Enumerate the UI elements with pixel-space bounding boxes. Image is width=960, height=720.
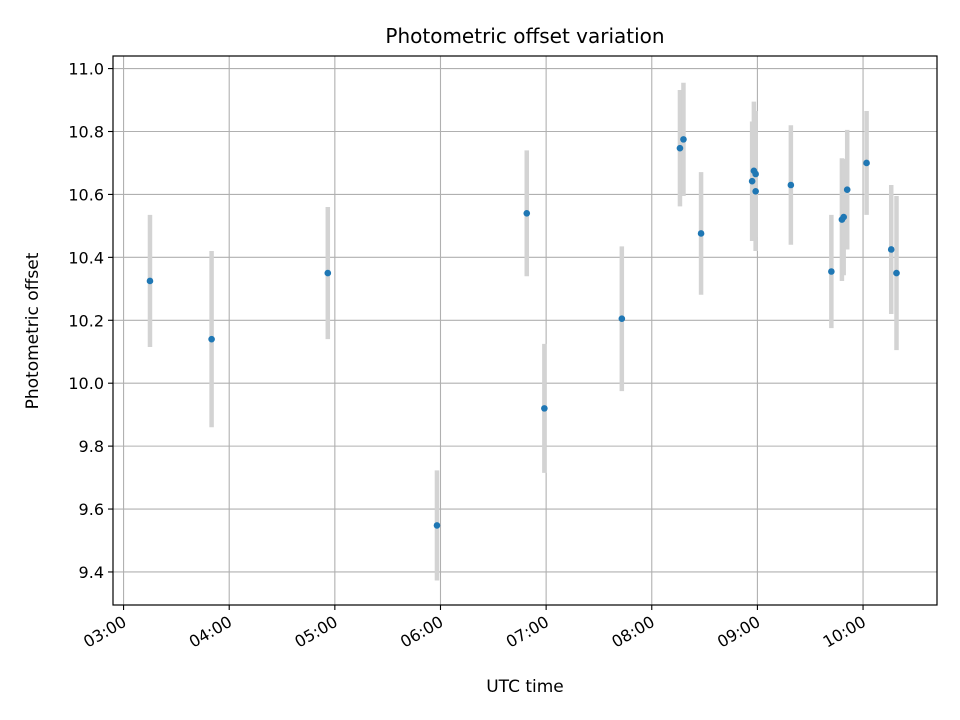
y-tick-label: 10.8 (68, 123, 104, 142)
data-point (863, 159, 870, 167)
x-axis-label: UTC time (486, 677, 564, 697)
chart-title: Photometric offset variation (385, 24, 664, 48)
data-point (541, 405, 548, 412)
data-point (676, 144, 684, 152)
y-tick-label: 10.4 (68, 248, 104, 267)
y-axis-ticks: 9.4 9.6 9.8 10.0 10.2 10.4 10.6 10.8 11.0 (68, 60, 113, 582)
data-point (787, 181, 795, 189)
data-point (324, 269, 332, 277)
data-point (843, 186, 851, 194)
y-tick-label: 9.8 (79, 437, 104, 456)
data-points (146, 136, 900, 529)
data-point (752, 170, 759, 178)
y-tick-label: 9.6 (79, 500, 104, 519)
data-point (828, 268, 835, 275)
y-tick-label: 9.4 (79, 563, 104, 582)
y-tick-label: 10.6 (68, 185, 104, 204)
data-point (697, 230, 705, 237)
data-point (433, 522, 441, 529)
data-point (752, 187, 759, 195)
y-axis-label: Photometric offset (23, 252, 43, 409)
data-point (887, 246, 895, 253)
data-point (748, 177, 756, 185)
data-point (840, 213, 847, 221)
data-point (893, 269, 900, 277)
y-tick-label: 11.0 (68, 60, 104, 79)
data-point (146, 277, 154, 285)
data-point (523, 210, 531, 217)
data-point (618, 315, 626, 323)
plot-frame (112, 55, 938, 606)
y-tick-label: 10.2 (68, 311, 104, 330)
data-point (680, 136, 687, 143)
data-point (208, 335, 215, 343)
y-tick-label: 10.0 (68, 374, 104, 393)
